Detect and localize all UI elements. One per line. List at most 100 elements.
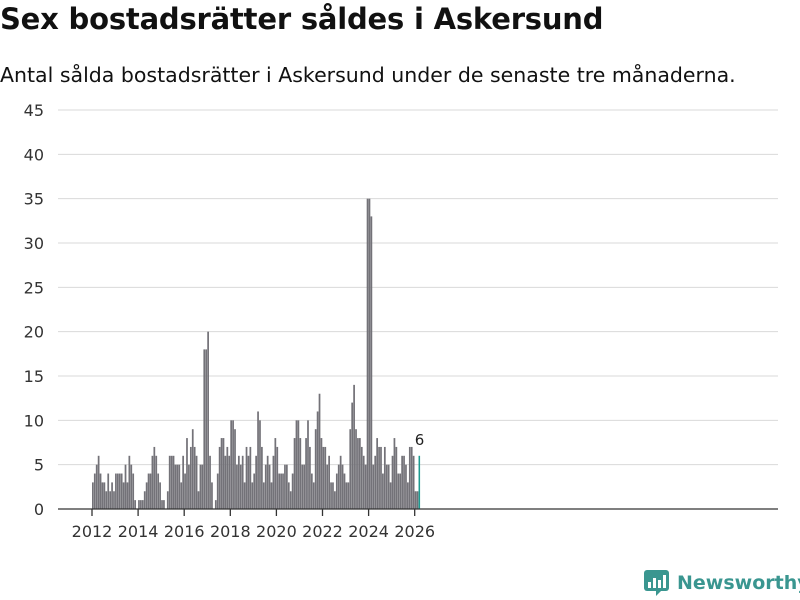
bar [270, 482, 273, 509]
x-tick-label: 2016 [164, 522, 205, 541]
bar [322, 446, 325, 509]
bar [332, 482, 334, 509]
bar [95, 464, 98, 509]
bar [416, 491, 419, 509]
bar [382, 473, 384, 509]
bar [141, 500, 144, 509]
chart-subtitle: Antal sålda bostadsrätter i Askersund un… [0, 63, 736, 87]
bar [362, 455, 365, 509]
bar [232, 420, 234, 509]
bar [286, 464, 288, 509]
bar [355, 429, 357, 509]
bar [230, 420, 233, 509]
y-tick-label: 10 [24, 411, 44, 430]
bar [249, 446, 252, 509]
bar [147, 473, 150, 509]
bar [220, 438, 223, 509]
y-tick-label: 20 [24, 323, 44, 342]
x-tick-label: 2026 [394, 522, 435, 541]
bar [364, 464, 367, 509]
bar [268, 464, 271, 509]
bar [216, 473, 219, 509]
bar [205, 349, 208, 509]
bar [153, 446, 156, 509]
bar [357, 438, 359, 509]
bar [399, 473, 402, 509]
bar [138, 500, 140, 509]
bar [301, 464, 304, 509]
bar [207, 331, 209, 509]
bar [403, 455, 405, 509]
bar [184, 473, 186, 509]
bar [389, 482, 392, 509]
bar [103, 482, 106, 509]
bar [149, 473, 152, 509]
bar [289, 491, 292, 509]
bar [276, 446, 279, 509]
bar [370, 216, 373, 509]
bar [163, 500, 165, 509]
bar [259, 420, 261, 509]
x-tick-label: 2018 [210, 522, 251, 541]
bar [170, 455, 173, 509]
bar [261, 446, 263, 509]
bar [341, 464, 344, 509]
bar [247, 455, 250, 509]
bar [218, 446, 221, 509]
bar [387, 464, 390, 509]
bar [257, 411, 259, 509]
bar [168, 455, 171, 509]
bar [253, 473, 256, 509]
bar [109, 491, 112, 509]
bar [113, 491, 115, 509]
bar [143, 491, 146, 509]
bar [151, 455, 154, 509]
bar [211, 482, 213, 509]
bar [368, 198, 371, 509]
bar [324, 446, 327, 509]
bar [395, 446, 398, 509]
y-tick-label: 30 [24, 234, 44, 253]
bar [347, 482, 350, 509]
x-tick-label: 2014 [118, 522, 159, 541]
bar [237, 455, 240, 509]
bar [118, 473, 121, 509]
bar [358, 438, 361, 509]
bar [318, 393, 321, 509]
bar [128, 455, 131, 509]
bar [262, 482, 265, 509]
bar [157, 473, 160, 509]
bar [287, 482, 290, 509]
bar [309, 446, 311, 509]
bar [166, 491, 169, 509]
bar [189, 446, 192, 509]
bar [380, 446, 382, 509]
bar [353, 384, 355, 509]
bar [312, 482, 315, 509]
bar [280, 473, 282, 509]
bar [372, 464, 375, 509]
bar [201, 464, 204, 509]
bar [378, 446, 380, 509]
bar [174, 464, 177, 509]
bar [405, 464, 407, 509]
y-tick-label: 15 [24, 367, 44, 386]
bar [155, 455, 158, 509]
bar [193, 446, 196, 509]
bar [122, 482, 125, 509]
bar [272, 455, 275, 509]
bar [343, 473, 346, 509]
bar [337, 464, 340, 509]
bar [245, 446, 248, 509]
bar [278, 473, 281, 509]
bar [255, 455, 257, 509]
y-tick-label: 40 [24, 145, 44, 164]
bar [314, 429, 317, 509]
x-tick-label: 2012 [72, 522, 113, 541]
bar [391, 455, 394, 509]
bar [351, 402, 354, 509]
bar [214, 500, 217, 509]
bar [159, 482, 161, 509]
bar [282, 473, 284, 509]
bar [401, 455, 403, 509]
